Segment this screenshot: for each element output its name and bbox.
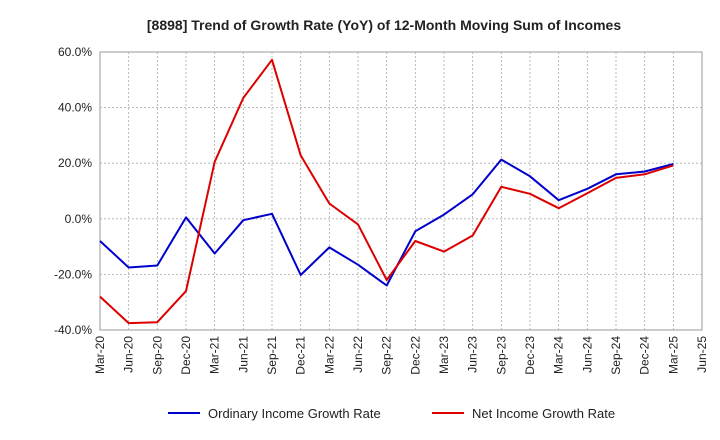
x-tick-label: Dec-21 bbox=[294, 336, 308, 375]
x-tick-label: Jun-22 bbox=[351, 336, 365, 373]
legend-label-1: Ordinary Income Growth Rate bbox=[208, 406, 381, 421]
series-line-2 bbox=[99, 58, 674, 325]
y-tick-label: 40.0% bbox=[58, 101, 92, 115]
chart-title: [8898] Trend of Growth Rate (YoY) of 12-… bbox=[147, 17, 621, 33]
x-tick-label: Jun-21 bbox=[236, 336, 250, 373]
x-tick-label: Mar-24 bbox=[552, 336, 566, 374]
y-tick-label: 60.0% bbox=[58, 45, 92, 59]
x-tick-label: Dec-24 bbox=[638, 336, 652, 375]
y-tick-label: -40.0% bbox=[54, 323, 92, 337]
legend: Ordinary Income Growth Rate Net Income Gr… bbox=[168, 406, 615, 421]
x-tick-label: Dec-23 bbox=[523, 336, 537, 375]
x-tick-label: Mar-22 bbox=[322, 336, 336, 374]
x-tick-label: Dec-22 bbox=[408, 336, 422, 375]
x-tick-label: Sep-24 bbox=[609, 336, 623, 375]
y-tick-label: -20.0% bbox=[54, 267, 92, 281]
y-tick-label: 0.0% bbox=[65, 212, 93, 226]
series-layer bbox=[99, 58, 674, 325]
x-axis: Mar-20 Jun-20 Sep-20 Dec-20 Mar-21 Jun-21 Sep-… bbox=[93, 336, 709, 375]
x-tick-label: Mar-25 bbox=[666, 336, 680, 374]
x-tick-label: Dec-20 bbox=[179, 336, 193, 375]
x-tick-label: Jun-24 bbox=[580, 336, 594, 373]
legend-label-2: Net Income Growth Rate bbox=[472, 406, 615, 421]
y-axis: 60.0% 40.0% 20.0% 0.0% -20.0% -40.0% bbox=[54, 45, 92, 337]
plot-border bbox=[99, 51, 703, 331]
series-line-1 bbox=[99, 158, 674, 287]
x-tick-label: Mar-23 bbox=[437, 336, 451, 374]
y-tick-label: 20.0% bbox=[58, 156, 92, 170]
x-tick-label: Mar-21 bbox=[208, 336, 222, 374]
x-tick-label: Sep-21 bbox=[265, 336, 279, 375]
x-tick-label: Jun-23 bbox=[466, 336, 480, 373]
plot-area bbox=[99, 51, 703, 331]
grid bbox=[100, 52, 702, 330]
x-tick-label: Jun-20 bbox=[122, 336, 136, 373]
x-tick-label: Sep-20 bbox=[150, 336, 164, 375]
x-tick-label: Jun-25 bbox=[695, 336, 709, 373]
x-tick-label: Mar-20 bbox=[93, 336, 107, 374]
x-tick-label: Sep-23 bbox=[494, 336, 508, 375]
x-tick-label: Sep-22 bbox=[380, 336, 394, 375]
